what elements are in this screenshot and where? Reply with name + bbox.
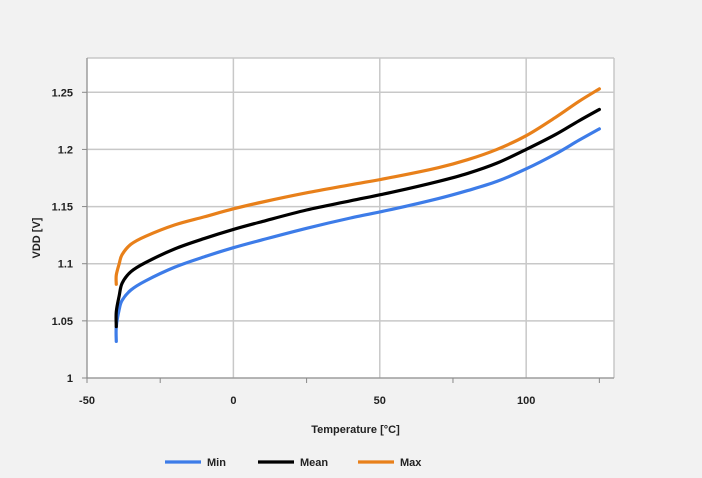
- legend-label: Min: [207, 457, 226, 469]
- y-tick-label: 1.1: [58, 259, 73, 271]
- series-line-mean: [114, 107, 601, 329]
- legend-item-min: Min: [165, 457, 226, 469]
- x-tick-label: 50: [374, 395, 386, 407]
- legend-item-mean: Mean: [258, 457, 328, 469]
- series-layer: [114, 87, 601, 344]
- y-tick-label: 1.2: [58, 144, 73, 156]
- series-line-min: [114, 127, 601, 344]
- y-tick-label: 1.05: [52, 316, 73, 328]
- x-tick-label: -50: [79, 395, 95, 407]
- legend: Min Mean Max: [165, 457, 422, 469]
- legend-label: Mean: [300, 457, 328, 469]
- x-axis-title: Temperature [°C]: [311, 424, 400, 436]
- legend-item-max: Max: [358, 457, 422, 469]
- legend-label: Max: [400, 457, 422, 469]
- y-axis-title: VDD [V]: [31, 217, 43, 258]
- y-tick-label: 1.15: [52, 202, 73, 214]
- axes: -50 0 50 100 1 1.05 1.1 1.15 1.2 1.25: [52, 58, 614, 407]
- y-tick-label: 1: [67, 373, 73, 385]
- x-tick-label: 0: [230, 395, 236, 407]
- x-tick-label: 100: [517, 395, 535, 407]
- series-line-max: [114, 87, 601, 286]
- y-tick-label: 1.25: [52, 87, 73, 99]
